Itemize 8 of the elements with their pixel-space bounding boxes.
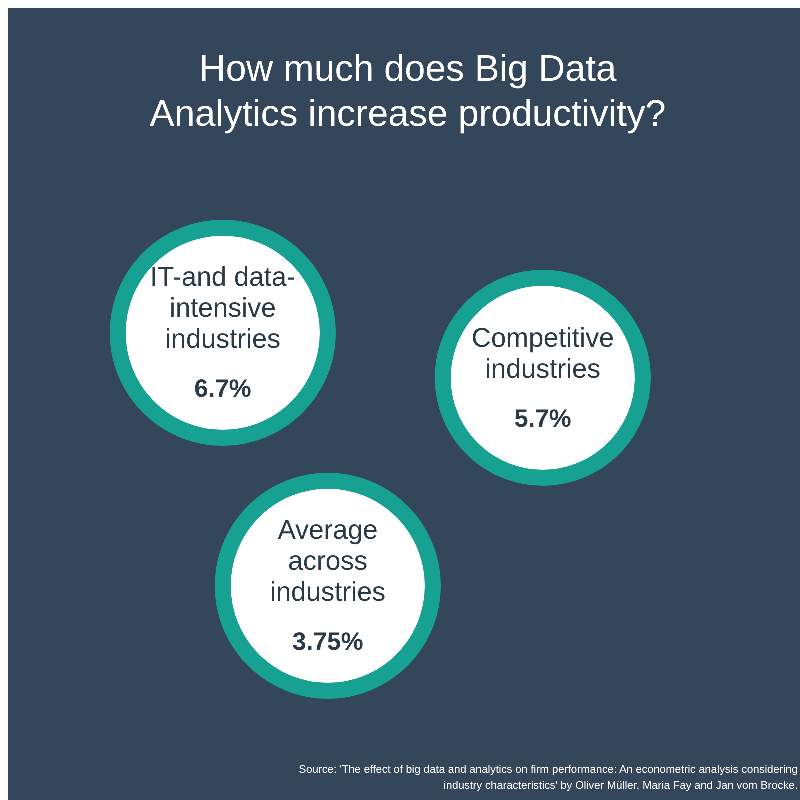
text: How much does Big Data Analytics increase productivity?: [148, 47, 668, 136]
data-label: 6.7%: [194, 375, 252, 404]
category-label: Competitive industries: [470, 322, 616, 384]
category-label: Average across industries: [269, 515, 387, 608]
source-note: Source: 'The effect of big data and analytics on firm performance: An econometric analysis considering industry characteristics' by Oliver Müller, Maria Fay and Jan vom Brocke.: [298, 763, 798, 794]
data-label: 5.7%: [514, 404, 572, 434]
data-label: 3.75%: [292, 628, 364, 657]
category-label: IT-and data-intensive industries: [149, 262, 297, 355]
